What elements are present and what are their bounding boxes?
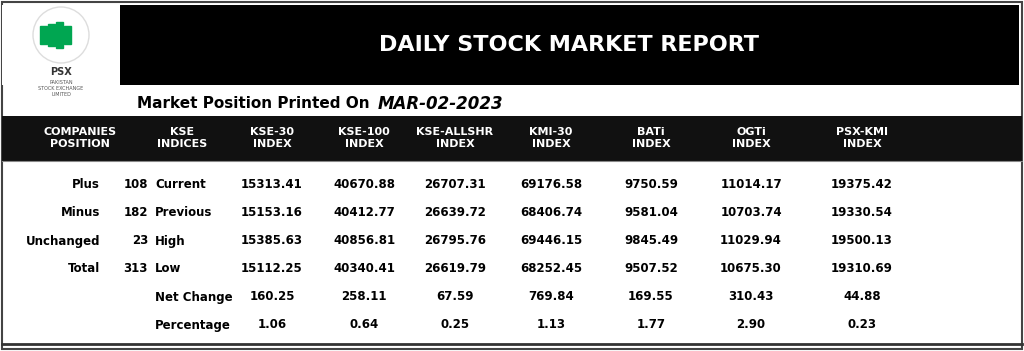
Text: 313: 313	[124, 263, 148, 276]
Text: DAILY STOCK MARKET REPORT: DAILY STOCK MARKET REPORT	[379, 35, 759, 55]
Text: KSE
INDICES: KSE INDICES	[157, 127, 207, 149]
Text: Previous: Previous	[155, 206, 212, 219]
Text: 0.23: 0.23	[848, 318, 877, 331]
Text: 19310.69: 19310.69	[831, 263, 893, 276]
Text: 1.77: 1.77	[637, 318, 666, 331]
Text: 2.90: 2.90	[736, 318, 766, 331]
Circle shape	[33, 7, 89, 63]
Text: 40670.88: 40670.88	[333, 179, 395, 192]
Text: PAKISTAN
STOCK EXCHANGE
LIMITED: PAKISTAN STOCK EXCHANGE LIMITED	[38, 80, 84, 97]
Text: 26619.79: 26619.79	[424, 263, 486, 276]
Text: 19375.42: 19375.42	[831, 179, 893, 192]
Text: Unchanged: Unchanged	[26, 234, 100, 247]
Text: KSE-30
INDEX: KSE-30 INDEX	[250, 127, 294, 149]
Text: KMI-30
INDEX: KMI-30 INDEX	[529, 127, 572, 149]
Text: Total: Total	[68, 263, 100, 276]
Text: OGTi
INDEX: OGTi INDEX	[731, 127, 770, 149]
Text: 19500.13: 19500.13	[831, 234, 893, 247]
Text: 10675.30: 10675.30	[720, 263, 782, 276]
Text: 10703.74: 10703.74	[720, 206, 781, 219]
Text: 258.11: 258.11	[341, 291, 387, 304]
Text: High: High	[155, 234, 185, 247]
Text: 9845.49: 9845.49	[624, 234, 678, 247]
Text: 15313.41: 15313.41	[241, 179, 303, 192]
Bar	[63, 26, 71, 44]
Text: 26795.76: 26795.76	[424, 234, 486, 247]
Text: 1.13: 1.13	[537, 318, 565, 331]
Text: 182: 182	[124, 206, 148, 219]
Text: 69446.15: 69446.15	[520, 234, 582, 247]
Bar	[2, 5, 120, 85]
Bar	[48, 24, 55, 46]
Text: 0.25: 0.25	[440, 318, 470, 331]
Text: Low: Low	[155, 263, 181, 276]
Text: 26639.72: 26639.72	[424, 206, 486, 219]
Text: KSE-ALLSHR
INDEX: KSE-ALLSHR INDEX	[417, 127, 494, 149]
Text: Plus: Plus	[72, 179, 100, 192]
Text: Percentage: Percentage	[155, 318, 230, 331]
Text: 15112.25: 15112.25	[241, 263, 303, 276]
Text: 160.25: 160.25	[249, 291, 295, 304]
Text: 44.88: 44.88	[843, 291, 881, 304]
Text: MAR-02-2023: MAR-02-2023	[378, 95, 504, 113]
Text: PSX-KMI
INDEX: PSX-KMI INDEX	[836, 127, 888, 149]
Text: 769.84: 769.84	[528, 291, 573, 304]
Text: 40340.41: 40340.41	[333, 263, 395, 276]
Text: 0.64: 0.64	[349, 318, 379, 331]
Text: PSX: PSX	[50, 67, 72, 77]
Text: 9507.52: 9507.52	[624, 263, 678, 276]
Text: 68252.45: 68252.45	[520, 263, 582, 276]
Text: 40412.77: 40412.77	[333, 206, 395, 219]
Text: 15153.16: 15153.16	[241, 206, 303, 219]
Text: Market Position Printed On: Market Position Printed On	[137, 97, 370, 112]
Text: 67.59: 67.59	[436, 291, 474, 304]
Text: KSE-100
INDEX: KSE-100 INDEX	[338, 127, 390, 149]
Bar	[2, 116, 1022, 161]
Text: 108: 108	[124, 179, 148, 192]
Text: 9750.59: 9750.59	[624, 179, 678, 192]
Bar	[40, 26, 47, 44]
Text: 15385.63: 15385.63	[241, 234, 303, 247]
Text: 1.06: 1.06	[257, 318, 287, 331]
Text: 11014.17: 11014.17	[720, 179, 781, 192]
Text: 9581.04: 9581.04	[624, 206, 678, 219]
Text: 11029.94: 11029.94	[720, 234, 782, 247]
Bar	[56, 22, 63, 48]
Text: COMPANIES
POSITION: COMPANIES POSITION	[43, 127, 117, 149]
Text: 40856.81: 40856.81	[333, 234, 395, 247]
Bar	[120, 5, 1019, 85]
Text: 310.43: 310.43	[728, 291, 774, 304]
Text: Minus: Minus	[60, 206, 100, 219]
Text: BATi
INDEX: BATi INDEX	[632, 127, 671, 149]
Text: 23: 23	[132, 234, 148, 247]
Text: 69176.58: 69176.58	[520, 179, 582, 192]
Text: 169.55: 169.55	[628, 291, 674, 304]
Text: Net Change: Net Change	[155, 291, 232, 304]
Text: 26707.31: 26707.31	[424, 179, 485, 192]
Text: 19330.54: 19330.54	[831, 206, 893, 219]
Text: 68406.74: 68406.74	[520, 206, 582, 219]
Text: Current: Current	[155, 179, 206, 192]
